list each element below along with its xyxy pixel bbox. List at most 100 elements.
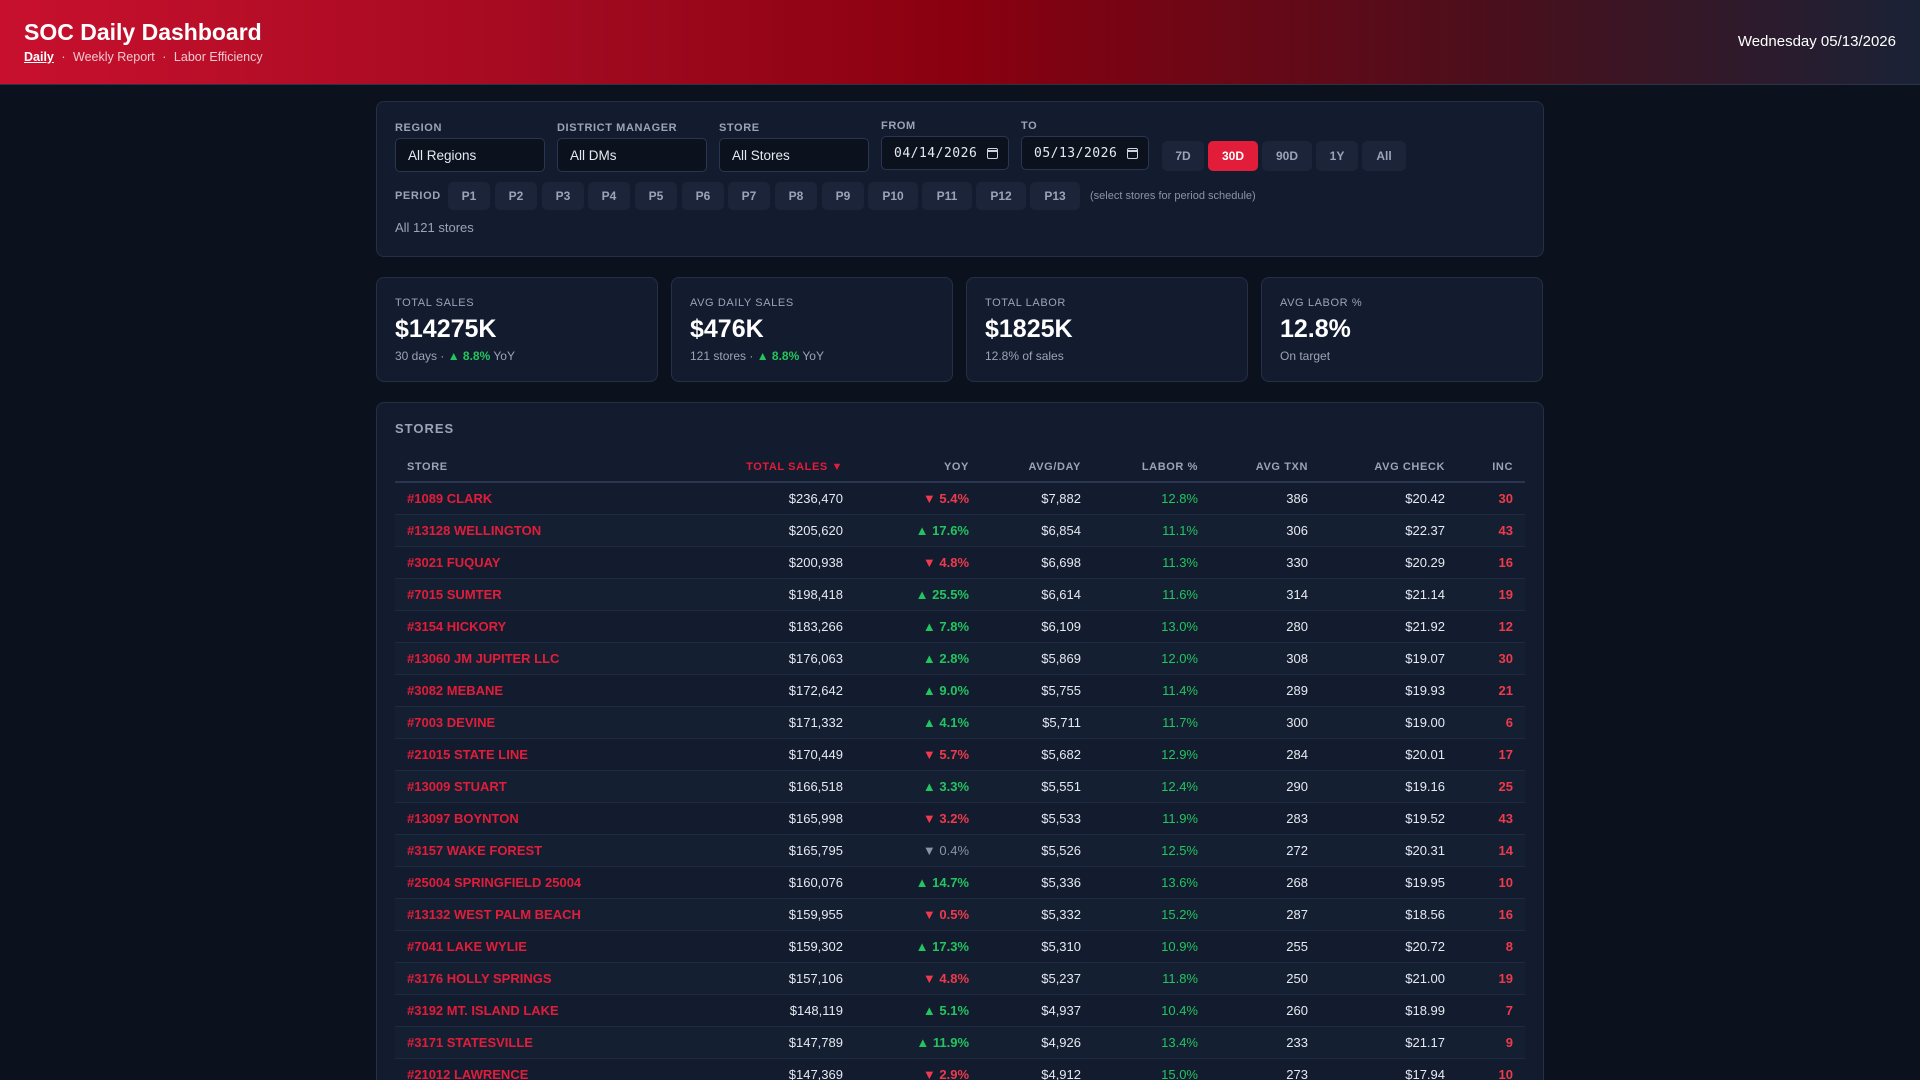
kpi-card-avg-daily-sales: AVG DAILY SALES $476K 121 stores · ▲ 8.8… <box>671 277 953 382</box>
range-all-button[interactable]: All <box>1362 141 1406 171</box>
total-sales-cell: $176,063 <box>695 642 855 675</box>
store-name-link[interactable]: #3192 MT. ISLAND LAKE <box>395 994 695 1027</box>
region-select[interactable]: All Regions <box>395 138 545 172</box>
avg-day-cell: $5,533 <box>981 802 1093 835</box>
store-name-link[interactable]: #13128 WELLINGTON <box>395 514 695 547</box>
kpi-label: AVG LABOR % <box>1280 297 1363 309</box>
table-row[interactable]: #21015 STATE LINE $170,449 ▼ 5.7% $5,682 12.… <box>395 738 1525 771</box>
period-p6-button[interactable]: P6 <box>682 182 724 210</box>
period-p2-button[interactable]: P2 <box>495 182 537 210</box>
store-name-link[interactable]: #25004 SPRINGFIELD 25004 <box>395 866 695 899</box>
to-date-input[interactable]: 05/13/2026 <box>1021 136 1149 170</box>
period-p12-button[interactable]: P12 <box>976 182 1026 210</box>
period-p5-button[interactable]: P5 <box>635 182 677 210</box>
table-row[interactable]: #3176 HOLLY SPRINGS $157,106 ▼ 4.8% $5,237 1… <box>395 962 1525 995</box>
inc-cell: 19 <box>1457 578 1525 611</box>
column-header-yoy[interactable]: YOY <box>855 452 981 483</box>
table-row[interactable]: #13097 BOYNTON $165,998 ▼ 3.2% $5,533 11.9% 2… <box>395 802 1525 835</box>
calendar-icon[interactable] <box>987 148 998 159</box>
total-sales-cell: $165,795 <box>695 834 855 867</box>
table-row[interactable]: #13060 JM JUPITER LLC $176,063 ▲ 2.8% $5,86… <box>395 642 1525 675</box>
table-row[interactable]: #13128 WELLINGTON $205,620 ▲ 17.6% $6,854 11… <box>395 514 1525 547</box>
store-name-link[interactable]: #13097 BOYNTON <box>395 802 695 835</box>
column-header-avg-check[interactable]: AVG CHECK <box>1320 452 1457 483</box>
district-manager-select[interactable]: All DMs <box>557 138 707 172</box>
period-p13-button[interactable]: P13 <box>1030 182 1080 210</box>
column-header-labor-pct[interactable]: LABOR % <box>1093 452 1210 483</box>
period-p9-button[interactable]: P9 <box>822 182 864 210</box>
column-header-avg-txn[interactable]: AVG TXN <box>1210 452 1320 483</box>
yoy-cell: ▲ 5.1% <box>855 994 981 1027</box>
labor-pct-cell: 15.2% <box>1093 898 1210 931</box>
table-row[interactable]: #3157 WAKE FOREST $165,795 ▼ 0.4% $5,526 12.… <box>395 834 1525 867</box>
total-sales-cell: $147,369 <box>695 1058 855 1080</box>
store-name-link[interactable]: #3082 MEBANE <box>395 674 695 707</box>
column-header-store[interactable]: STORE <box>395 452 695 483</box>
store-name-link[interactable]: #7003 DEVINE <box>395 706 695 739</box>
inc-cell: 25 <box>1457 770 1525 803</box>
avg-check-cell: $18.99 <box>1320 994 1457 1027</box>
app-title: SOC Daily Dashboard <box>24 19 262 45</box>
store-name-link[interactable]: #13009 STUART <box>395 770 695 803</box>
column-header-avg-day[interactable]: AVG/DAY <box>981 452 1093 483</box>
table-row[interactable]: #3171 STATESVILLE $147,789 ▲ 11.9% $4,926 13… <box>395 1026 1525 1059</box>
table-row[interactable]: #13009 STUART $166,518 ▲ 3.3% $5,551 12.4% 29… <box>395 770 1525 803</box>
range-30d-button[interactable]: 30D <box>1208 141 1258 171</box>
nav-daily-link[interactable]: Daily <box>24 50 54 64</box>
store-name-link[interactable]: #3154 HICKORY <box>395 610 695 643</box>
column-header-total-sales[interactable]: TOTAL SALES ▼ <box>695 452 855 483</box>
store-select[interactable]: All Stores <box>719 138 869 172</box>
period-p3-button[interactable]: P3 <box>542 182 584 210</box>
calendar-icon[interactable] <box>1127 148 1138 159</box>
avg-txn-cell: 308 <box>1210 642 1320 675</box>
period-p4-button[interactable]: P4 <box>588 182 630 210</box>
store-name-link[interactable]: #3176 HOLLY SPRINGS <box>395 962 695 995</box>
range-1y-button[interactable]: 1Y <box>1316 141 1358 171</box>
column-header-inc[interactable]: INC <box>1457 452 1525 483</box>
period-p1-button[interactable]: P1 <box>448 182 490 210</box>
table-row[interactable]: #7041 LAKE WYLIE $159,302 ▲ 17.3% $5,310 10.… <box>395 930 1525 963</box>
period-p7-button[interactable]: P7 <box>728 182 770 210</box>
store-name-link[interactable]: #7015 SUMTER <box>395 578 695 611</box>
store-name-link[interactable]: #13132 WEST PALM BEACH <box>395 898 695 931</box>
labor-pct-cell: 10.4% <box>1093 994 1210 1027</box>
table-row[interactable]: #25004 SPRINGFIELD 25004 $160,076 ▲ 14.7% $… <box>395 866 1525 899</box>
from-date-input[interactable]: 04/14/2026 <box>881 136 1009 170</box>
store-name-link[interactable]: #3157 WAKE FOREST <box>395 834 695 867</box>
period-p11-button[interactable]: P11 <box>922 182 972 210</box>
nav-links: Daily · Weekly Report · Labor Efficiency <box>24 50 263 64</box>
avg-day-cell: $5,711 <box>981 706 1093 739</box>
inc-cell: 12 <box>1457 610 1525 643</box>
store-name-link[interactable]: #3021 FUQUAY <box>395 546 695 579</box>
store-name-link[interactable]: #1089 CLARK <box>395 482 695 515</box>
table-row[interactable]: #7015 SUMTER $198,418 ▲ 25.5% $6,614 11.6% 31… <box>395 578 1525 611</box>
nav-labor-efficiency-link[interactable]: Labor Efficiency <box>173 50 263 64</box>
range-90d-button[interactable]: 90D <box>1262 141 1312 171</box>
labor-pct-cell: 15.0% <box>1093 1058 1210 1080</box>
avg-check-cell: $19.95 <box>1320 866 1457 899</box>
store-name-link[interactable]: #13060 JM JUPITER LLC <box>395 642 695 675</box>
avg-check-cell: $20.31 <box>1320 834 1457 867</box>
table-row[interactable]: #3192 MT. ISLAND LAKE $148,119 ▲ 5.1% $4,93… <box>395 994 1525 1027</box>
table-row[interactable]: #3154 HICKORY $183,266 ▲ 7.8% $6,109 13.0% 28… <box>395 610 1525 643</box>
table-row[interactable]: #13132 WEST PALM BEACH $159,955 ▼ 0.5% $5,3… <box>395 898 1525 931</box>
table-row[interactable]: #7003 DEVINE $171,332 ▲ 4.1% $5,711 11.7% 300… <box>395 706 1525 739</box>
store-name-link[interactable]: #21012 LAWRENCE <box>395 1058 695 1080</box>
table-row[interactable]: #1089 CLARK $236,470 ▼ 5.4% $7,882 12.8% 386 $… <box>395 482 1525 515</box>
header-bar: SOC Daily Dashboard Daily · Weekly Repor… <box>0 0 1920 85</box>
nav-weekly-report-link[interactable]: Weekly Report <box>73 50 155 64</box>
store-name-link[interactable]: #7041 LAKE WYLIE <box>395 930 695 963</box>
kpi-value: $476K <box>690 315 764 343</box>
total-sales-cell: $183,266 <box>695 610 855 643</box>
table-row[interactable]: #3021 FUQUAY $200,938 ▼ 4.8% $6,698 11.3% 330… <box>395 546 1525 579</box>
store-name-link[interactable]: #21015 STATE LINE <box>395 738 695 771</box>
period-p10-button[interactable]: P10 <box>868 182 918 210</box>
table-row[interactable]: #3082 MEBANE $172,642 ▲ 9.0% $5,755 11.4% 289… <box>395 674 1525 707</box>
store-name-link[interactable]: #3171 STATESVILLE <box>395 1026 695 1059</box>
inc-cell: 19 <box>1457 962 1525 995</box>
period-p8-button[interactable]: P8 <box>775 182 817 210</box>
table-row[interactable]: #21012 LAWRENCE $147,369 ▼ 2.9% $4,912 15.0%… <box>395 1058 1525 1080</box>
avg-day-cell: $5,869 <box>981 642 1093 675</box>
range-7d-button[interactable]: 7D <box>1162 141 1204 171</box>
avg-check-cell: $20.01 <box>1320 738 1457 771</box>
